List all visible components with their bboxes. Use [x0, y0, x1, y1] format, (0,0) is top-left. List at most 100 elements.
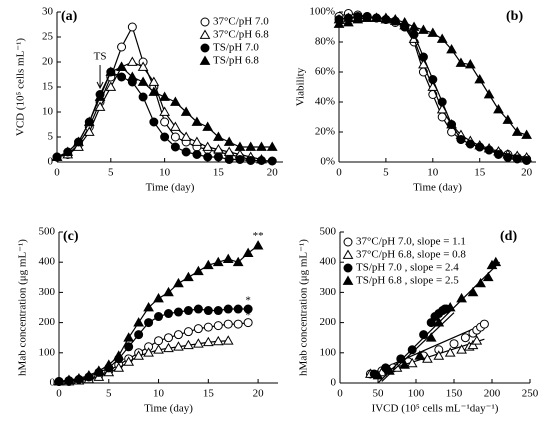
marker — [243, 318, 253, 328]
marker — [213, 306, 223, 316]
marker — [73, 372, 85, 383]
marker — [521, 129, 532, 139]
marker — [153, 292, 164, 303]
marker — [63, 374, 75, 384]
y-tick-label: 200 — [39, 316, 56, 328]
marker — [433, 317, 445, 327]
x-tick-label: 0 — [337, 388, 343, 400]
legend-marker — [343, 237, 353, 247]
marker — [154, 312, 164, 322]
marker — [105, 81, 117, 91]
marker — [444, 347, 456, 357]
marker — [183, 271, 194, 282]
marker — [256, 156, 266, 165]
marker — [490, 256, 502, 267]
panel-label: (d) — [500, 229, 517, 244]
marker — [117, 42, 127, 52]
marker — [418, 24, 429, 34]
y-tick-label: 15 — [42, 81, 54, 93]
legend-marker — [200, 17, 210, 27]
panel: 0 5 10 15 20 0 5 10 15 20 25 30 Time (day) VCD (10⁵ c… — [15, 6, 283, 194]
legend-label: TS/pH 7.0 , slope = 2.4 — [356, 262, 459, 274]
y-tick-label: 100% — [309, 6, 335, 18]
x-tick-label: 10 — [153, 388, 165, 400]
marker — [444, 301, 456, 312]
marker — [245, 141, 257, 151]
marker — [266, 141, 278, 151]
legend-marker — [343, 263, 353, 273]
y-tick-label: 400 — [320, 256, 337, 268]
marker — [246, 156, 256, 165]
y-tick-label: 500 — [39, 226, 56, 238]
marker — [267, 156, 277, 166]
y-tick-label: 100 — [39, 346, 56, 358]
marker — [493, 103, 504, 114]
marker — [124, 342, 134, 352]
marker — [399, 16, 411, 27]
marker — [137, 61, 149, 71]
marker — [234, 141, 246, 151]
marker — [62, 146, 74, 156]
y-tick-label: 0% — [320, 156, 335, 168]
y-tick-label: 200 — [320, 316, 337, 328]
marker — [475, 142, 485, 152]
marker — [446, 43, 457, 54]
marker — [105, 66, 117, 76]
annotation: ** — [253, 230, 264, 242]
marker — [163, 286, 174, 297]
marker — [467, 286, 479, 297]
x-tick-label: 50 — [373, 388, 385, 400]
y-tick-label: 80% — [315, 36, 335, 48]
legend-marker — [199, 29, 211, 39]
marker — [352, 13, 364, 24]
marker — [396, 354, 406, 364]
marker — [83, 116, 95, 126]
y-tick-label: 20% — [315, 126, 335, 138]
marker — [191, 116, 203, 126]
marker — [372, 369, 384, 380]
legend-label: 37°C/pH 6.8, slope = 0.8 — [356, 249, 466, 261]
y-tick-label: 0 — [331, 377, 337, 389]
y-tick-label: 0 — [50, 377, 56, 389]
marker — [464, 58, 476, 69]
y-tick-label: 400 — [39, 256, 56, 268]
marker — [202, 259, 214, 270]
x-axis-title: Time (day) — [413, 182, 462, 194]
marker — [116, 61, 127, 71]
x-axis-title: Time (day) — [146, 182, 195, 194]
marker — [380, 12, 392, 22]
marker — [113, 362, 125, 372]
x-tick-label: 150 — [446, 388, 463, 400]
marker — [235, 155, 245, 164]
panel: 0 5 10 15 20 0% 20% 40% 60% 80% 100% Time (day) Viab… — [295, 6, 536, 194]
annotation-arrowhead — [96, 81, 104, 90]
x-tick-label: 20 — [253, 388, 265, 400]
marker — [256, 141, 267, 151]
panel: 0 50 100 150 200 250 0 100 200 300 400 500 IVCD (10⁵… — [298, 226, 539, 415]
marker — [153, 344, 164, 354]
marker — [467, 339, 479, 350]
marker — [203, 152, 213, 162]
marker — [202, 336, 214, 347]
marker — [399, 359, 410, 369]
marker — [425, 332, 437, 342]
marker — [192, 150, 202, 159]
marker — [193, 265, 204, 276]
marker — [449, 339, 459, 349]
marker — [242, 247, 254, 258]
marker — [213, 152, 223, 162]
marker — [138, 92, 148, 102]
marker — [83, 126, 95, 136]
marker — [173, 330, 183, 340]
marker — [93, 365, 105, 375]
marker — [522, 156, 532, 165]
marker — [212, 335, 224, 346]
marker — [113, 350, 125, 360]
legend-label: TS/pH 7.0 — [213, 42, 259, 54]
y-axis-title: Viability — [295, 67, 307, 106]
marker — [203, 306, 213, 316]
marker — [164, 333, 173, 343]
y-tick-label: 20 — [42, 56, 54, 68]
marker — [193, 304, 203, 314]
